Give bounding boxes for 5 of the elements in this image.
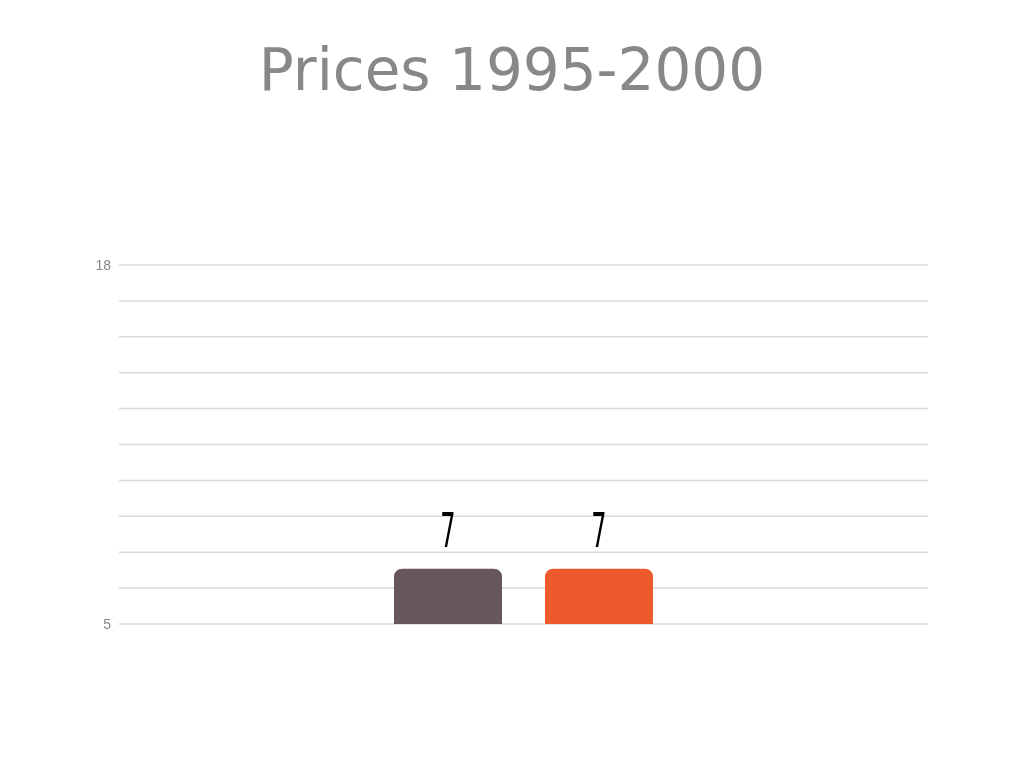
chart-title: Prices 1995-2000 [257,36,767,104]
y-tick-label: 5 [103,615,112,632]
y-tick-label: 18 [95,256,112,273]
data-label: 7 [440,502,456,559]
data-label: 7 [591,502,607,559]
